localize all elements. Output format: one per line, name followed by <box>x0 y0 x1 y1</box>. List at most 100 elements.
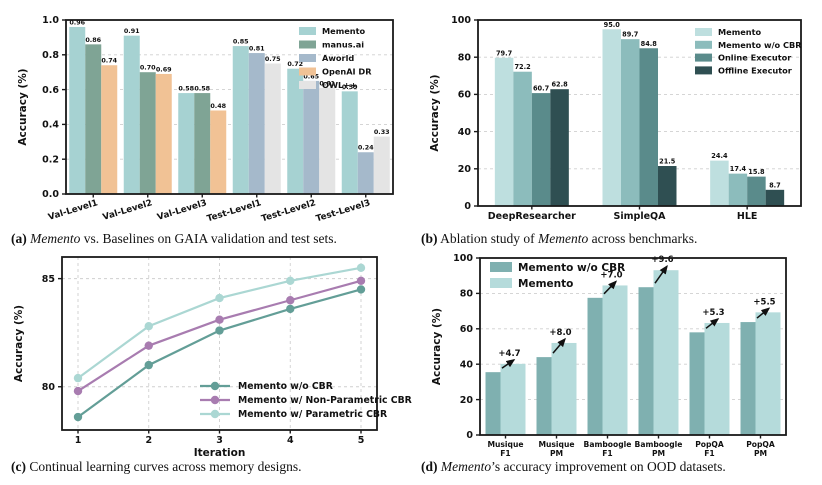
point-Memento w/ Parametric CBR-5 <box>356 263 366 273</box>
x-category-label: Val-Level1 <box>47 198 99 223</box>
y-axis-label: Accuracy (%) <box>13 305 25 382</box>
y-tick-label: 60 <box>460 324 474 335</box>
y-tick-label: 20 <box>458 164 472 175</box>
point-Memento w/o CBR-4 <box>286 304 295 314</box>
caption-a: (a) Memento vs. Baselines on GAIA valida… <box>11 231 413 248</box>
caption-d: (d) Memento’s accuracy improvement on OO… <box>421 459 822 476</box>
bar-Val-Level3-Memento <box>178 93 195 194</box>
improvement-label: +5.3 <box>702 308 724 318</box>
y-tick-label: 80 <box>42 382 56 393</box>
y-tick-label: 0.0 <box>42 189 59 200</box>
y-tick-label: 40 <box>458 127 472 138</box>
bar-Bamboogle-F1-memento <box>602 285 628 435</box>
legend-label: Memento w/ Non-Parametric CBR <box>238 395 412 406</box>
x-category-label: PopQA PM <box>746 440 775 458</box>
bar-Test-Level1-Memento <box>232 46 249 194</box>
bar-SimpleQA-Offline Executor <box>658 166 677 206</box>
improvement-arrow <box>603 280 618 295</box>
bar-value-label: 0.75 <box>265 55 281 63</box>
y-tick-label: 20 <box>460 395 474 406</box>
y-tick-label: 0 <box>466 430 473 441</box>
point-Memento w/ Non-Parametric CBR-3 <box>215 315 224 324</box>
point-Memento w/o CBR-2 <box>144 360 153 370</box>
caption-text: Memento <box>30 231 81 246</box>
bar-Test-Level3-Memento <box>341 91 358 194</box>
bar-PopQA-PM-memento <box>755 312 781 435</box>
chart-b-ablation-study: 79.772.2 60.7 62.8 DeepResearcher 95.089.784… <box>429 15 802 222</box>
y-tick-label: 0 <box>464 201 471 212</box>
bar-Musique-PM-memento <box>551 342 577 435</box>
legend-marker-1 <box>210 395 220 405</box>
bar-value-label: 0.86 <box>85 36 101 44</box>
bar-HLE-Memento <box>710 160 729 206</box>
caption-index: (d) <box>421 459 438 474</box>
x-category-label: PopQA F1 <box>695 440 724 458</box>
plot-border <box>65 19 394 195</box>
bar-HLE-Offline Executor <box>765 189 785 206</box>
bar-Test-Level3-OWL++ <box>373 136 390 194</box>
y-tick-label: 0.2 <box>42 154 59 165</box>
legend-label: Online Executor <box>718 53 792 63</box>
y-tick-label: 100 <box>453 253 473 264</box>
legend-swatch-0 <box>299 27 316 35</box>
x-axis-label: Iteration <box>194 447 246 459</box>
x-category-label: SimpleQA <box>614 211 667 222</box>
improvement-label: +5.5 <box>753 297 775 307</box>
legend-swatch-4 <box>299 81 316 89</box>
bar-SimpleQA-Online Executor <box>639 48 658 206</box>
y-tick-label: 100 <box>451 15 471 26</box>
bar-SimpleQA-Memento w/o CBR <box>621 39 640 206</box>
point-Memento w/o CBR-1 <box>73 412 83 422</box>
bar-PopQA-F1-memento <box>704 322 730 435</box>
point-Memento w/ Non-Parametric CBR-4 <box>286 296 295 305</box>
improvement-arrow <box>705 318 720 329</box>
bar-value-label: 21.5 <box>659 158 676 166</box>
bar-Val-Level3-OpenAI DR <box>210 110 227 194</box>
bar-value-label: 0.72 <box>287 60 303 68</box>
y-tick-label: 0.6 <box>42 85 59 96</box>
x-tick-label: 5 <box>358 435 365 446</box>
caption-text: vs. Baselines on GAIA validation and tes… <box>80 231 337 246</box>
y-tick-label: 80 <box>460 289 474 300</box>
caption-index: (a) <box>11 231 27 246</box>
x-tick-label: 1 <box>75 435 82 446</box>
point-Memento w/ Non-Parametric CBR-2 <box>144 341 153 350</box>
bar-Val-Level1-manus.ai <box>85 44 102 194</box>
improvement-label: +7.0 <box>600 270 622 280</box>
bar-value-label: 0.96 <box>69 18 85 26</box>
legend-label: Memento w/o CBR <box>718 40 802 50</box>
bar-value-label: 15.8 <box>748 168 765 176</box>
chart-d-ood-improvement: +4.7 Musique F1 +8.0 Musique PM +7.0 Bamboogle F… <box>431 253 787 458</box>
plot-border <box>479 257 787 436</box>
legend-label: Memento <box>518 278 573 290</box>
improvement-arrow <box>654 264 668 284</box>
x-category-label: Test-Level1 <box>206 198 263 224</box>
caption-text: ’s accuracy improvement on OOD datasets. <box>491 459 726 474</box>
legend-label: OWL++ <box>322 80 357 90</box>
caption-text: Continual learning curves across memory … <box>29 459 302 474</box>
bar-Test-Level1-OWL++ <box>264 63 281 194</box>
bar-value-label: 0.70 <box>140 64 156 72</box>
bar-value-label: 24.4 <box>711 152 728 160</box>
x-category-label: Bamboogle PM <box>635 440 683 458</box>
bar-value-label: 17.4 <box>730 165 747 173</box>
bar-value-label: 0.58 <box>178 85 194 93</box>
legend-label: manus.ai <box>322 40 364 50</box>
point-Memento w/ Parametric CBR-1 <box>73 373 83 383</box>
legend-swatch-3 <box>299 67 316 76</box>
bar-value-label: 0.48 <box>210 102 226 110</box>
y-tick-label: 80 <box>458 52 472 63</box>
bar-value-label: 89.7 <box>622 31 639 39</box>
y-tick-label: 40 <box>460 359 474 370</box>
legend-marker-0 <box>210 381 220 391</box>
bar-Test-Level3-Aworld <box>357 152 374 194</box>
caption-c: (c) Continual learning curves across mem… <box>11 459 413 476</box>
x-tick-label: 3 <box>216 435 223 446</box>
x-category-label: Test-Level2 <box>260 198 317 224</box>
legend-label: Memento w/ Parametric CBR <box>238 409 387 420</box>
x-category-label: Bamboogle F1 <box>584 440 632 458</box>
y-tick-label: 85 <box>42 274 55 285</box>
point-Memento w/ Parametric CBR-4 <box>286 276 295 285</box>
bar-Val-Level2-OpenAI DR <box>155 73 172 194</box>
